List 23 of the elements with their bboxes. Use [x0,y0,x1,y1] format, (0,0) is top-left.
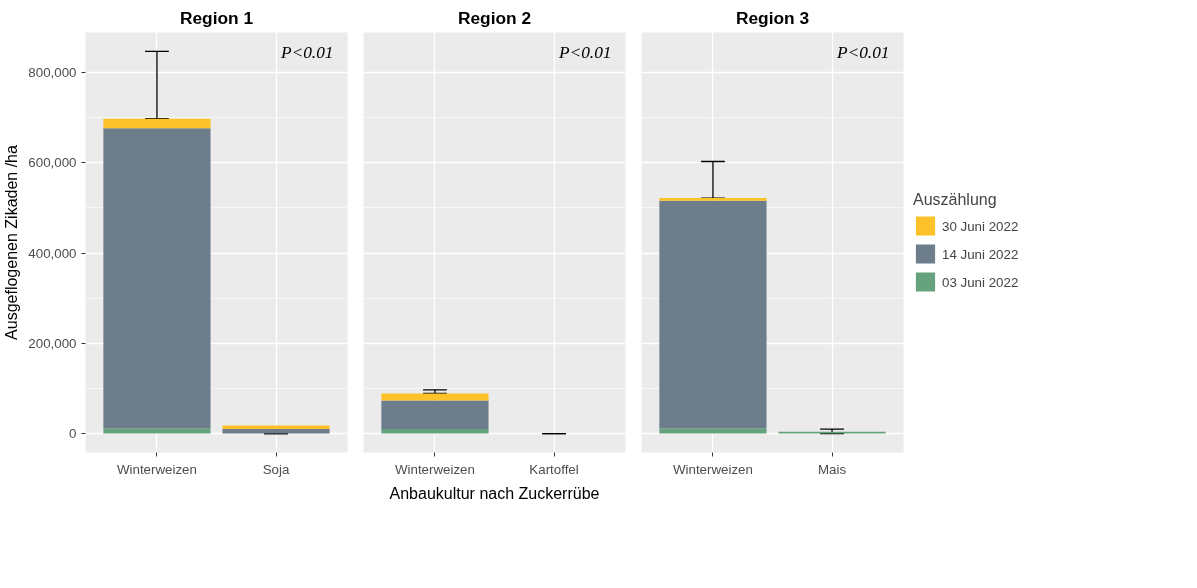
annotation: P<0.01 [835,42,890,62]
chart-title: Region 3 [735,7,810,28]
x-tick-label: Soja [262,461,290,477]
chart-title: Region 1 [179,7,254,28]
x-axis-title: Anbaukultur nach Zuckerrübe [389,484,600,502]
y-tick-label: 800,000 [28,65,77,81]
y-axis-title: Ausgeflogenen Zikaden /ha [3,144,21,340]
y-tick-label: 400,000 [28,245,77,261]
annotation: P<0.01 [279,42,334,62]
legend-label: 30 Juni 2022 [942,218,1019,233]
legend-label: 14 Juni 2022 [942,246,1019,261]
x-tick-label: Winterweizen [116,461,197,477]
x-tick-label: Kartoffel [529,461,579,477]
legend-label: 03 Juni 2022 [942,274,1019,289]
y-tick-label: 200,000 [28,335,77,351]
x-tick-label: Winterweizen [672,461,753,477]
legend-title: Auszählung [913,190,998,209]
y-tick-label: 600,000 [28,155,77,171]
x-tick-label: Winterweizen [394,461,475,477]
annotation: P<0.01 [557,42,612,62]
chart-title: Region 2 [457,7,532,28]
x-tick-label: Mais [817,461,847,477]
y-tick-label: 0 [69,426,77,442]
